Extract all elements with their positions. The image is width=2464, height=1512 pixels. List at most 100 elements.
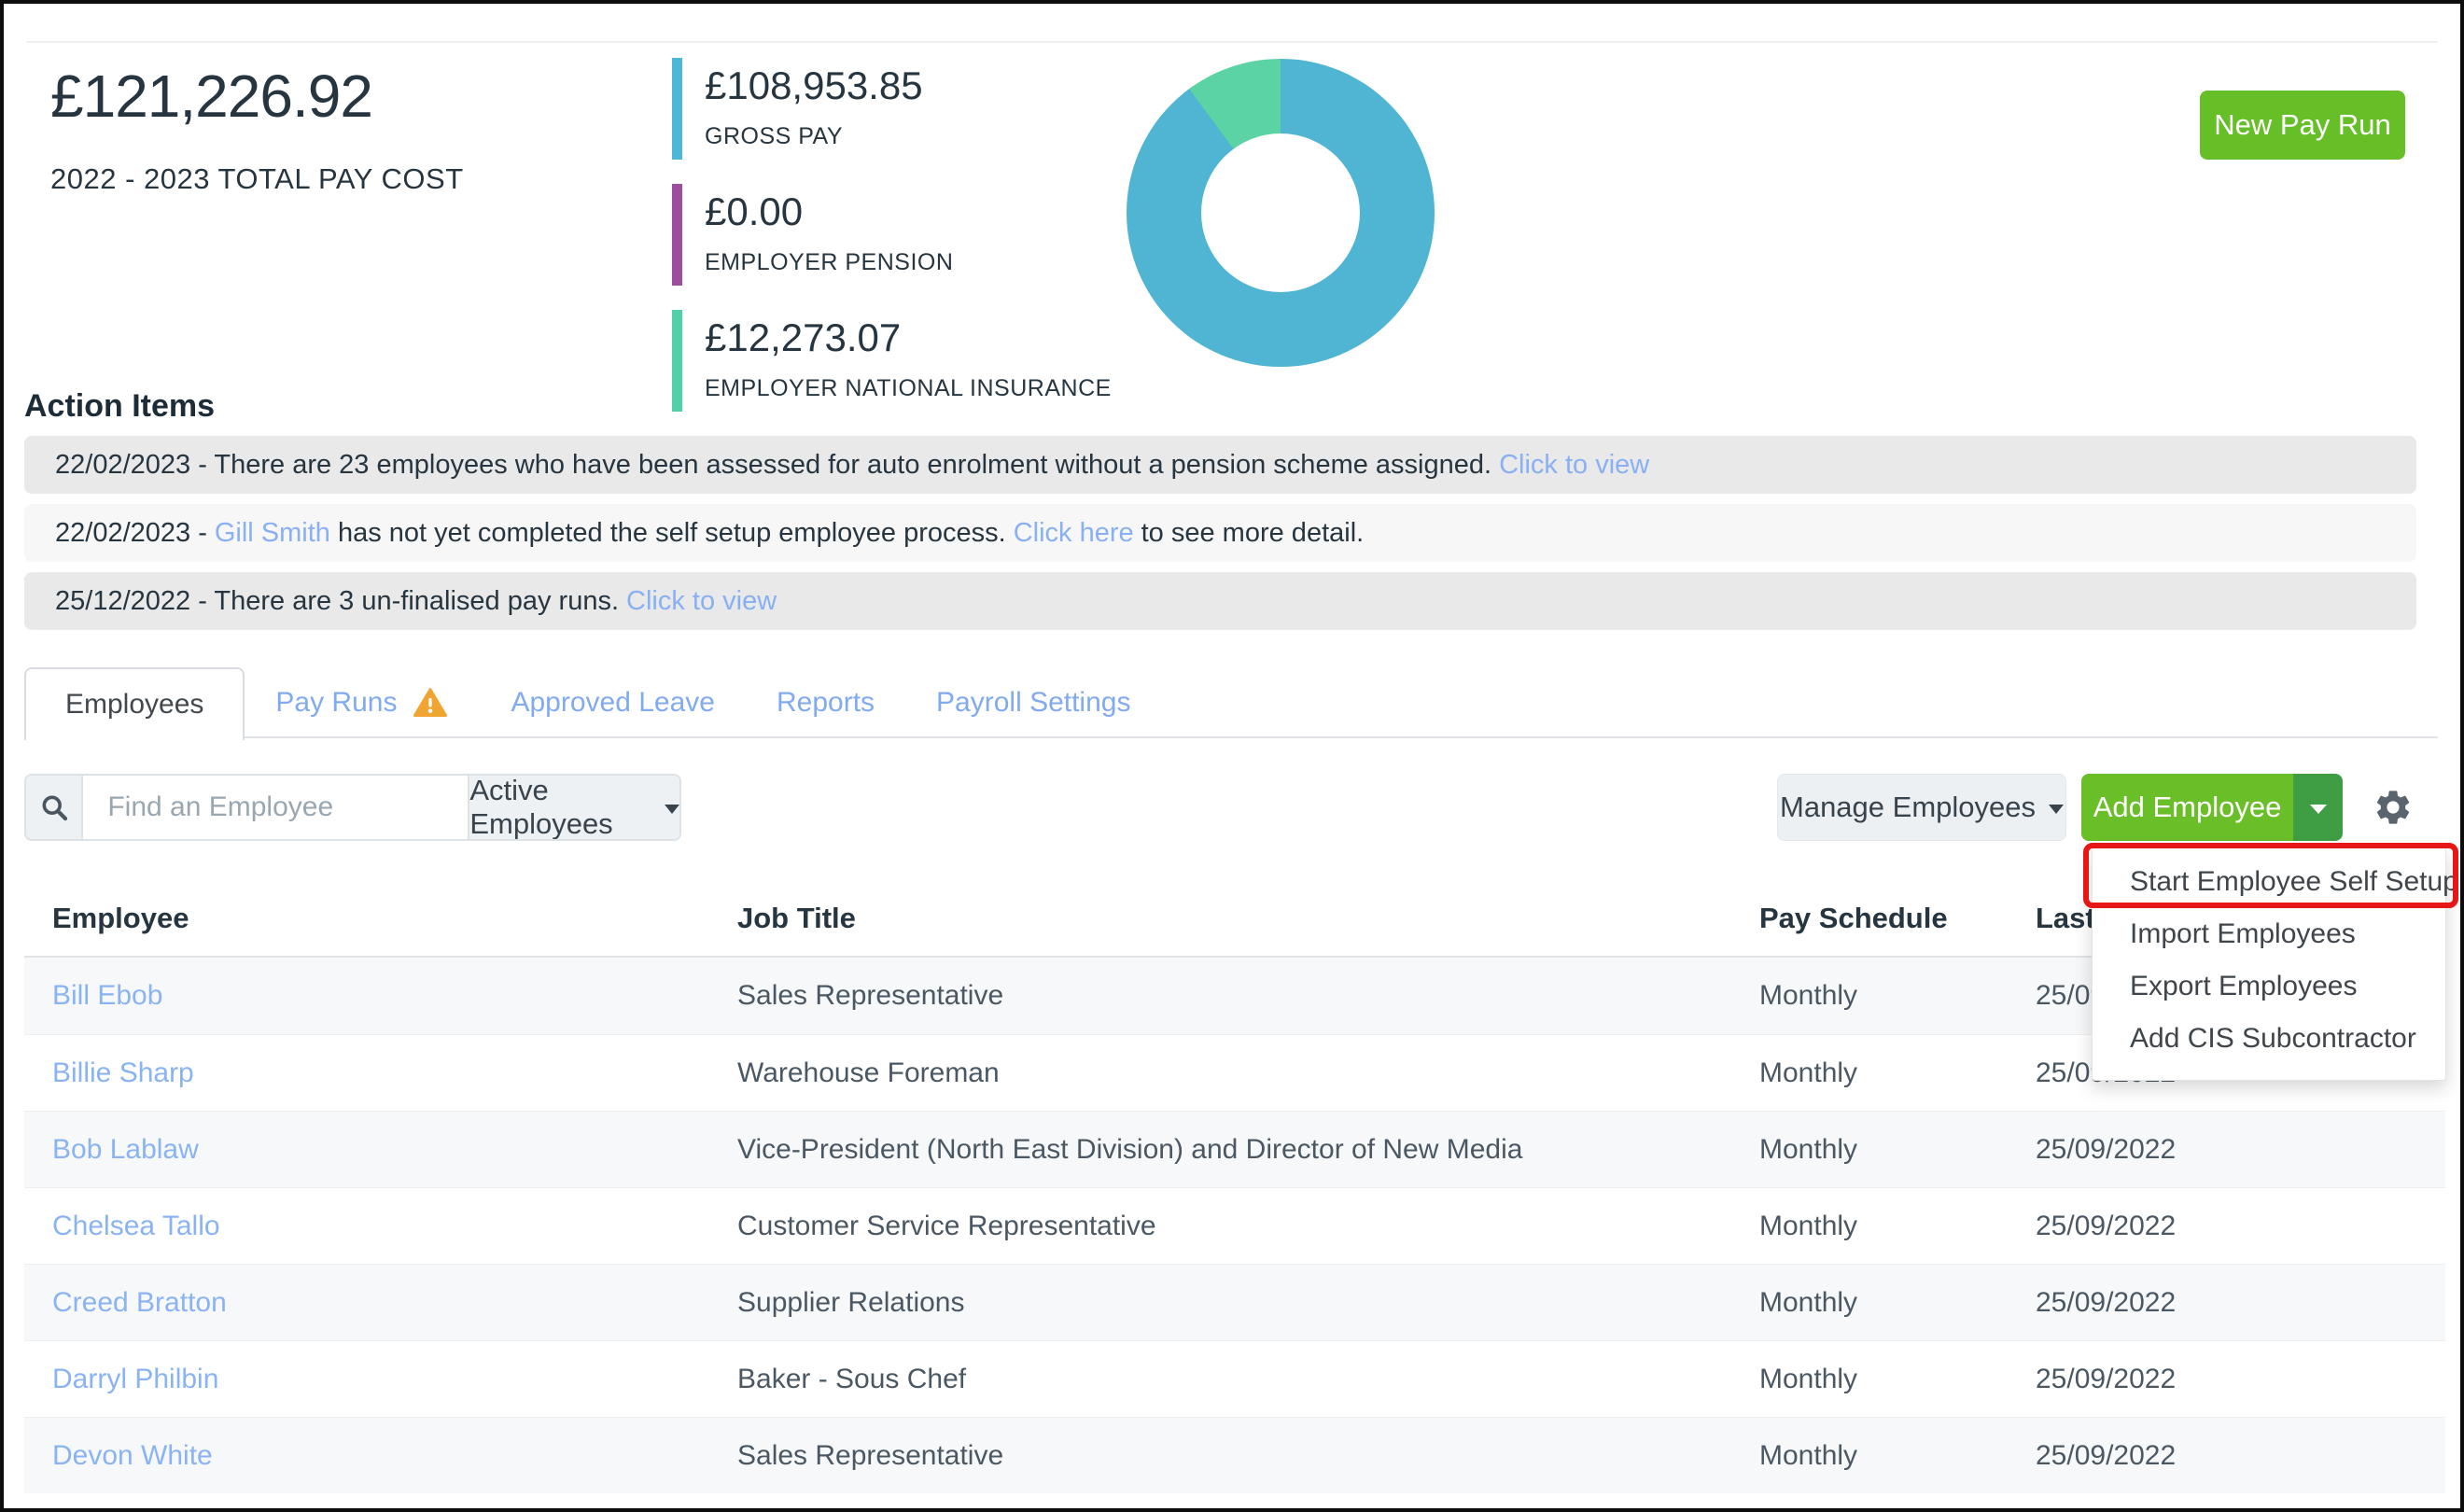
chevron-down-icon: [665, 805, 679, 814]
last-pay-cell: 25/09/2022: [2036, 1439, 2177, 1471]
tab-bar: Employees Pay Runs Approved Leave Report…: [24, 667, 1161, 740]
stat-employer-pension: £0.00 EMPLOYER PENSION: [672, 184, 1112, 286]
total-pay-cost-label: 2022 - 2023 TOTAL PAY COST: [50, 162, 464, 195]
last-pay-cell: 25/09/2022: [2036, 1210, 2177, 1241]
action-item-text: to see more detail.: [1141, 517, 1365, 548]
job-title-cell: Sales Representative: [737, 1439, 1004, 1471]
menu-item-add-cis-subcontractor[interactable]: Add CIS Subcontractor: [2130, 1023, 2416, 1054]
search-icon: [42, 795, 67, 821]
action-item-text: 25/12/2022 - There are 3 un-finalised pa…: [55, 585, 620, 616]
stat-value: £12,273.07: [705, 315, 902, 359]
action-item-text: 22/02/2023 -: [55, 517, 207, 548]
click-to-view-link[interactable]: Click to view: [1499, 449, 1650, 480]
action-items-title: Action Items: [24, 388, 216, 424]
pay-stats: £108,953.85 GROSS PAY £0.00 EMPLOYER PEN…: [672, 58, 1112, 412]
stat-label: EMPLOYER PENSION: [705, 249, 954, 275]
menu-item-export-employees[interactable]: Export Employees: [2130, 971, 2358, 1001]
manage-employees-label: Manage Employees: [1780, 791, 2036, 823]
tab-employees[interactable]: Employees: [24, 667, 245, 740]
column-header-employee[interactable]: Employee: [52, 902, 189, 934]
action-item-text: 22/02/2023 - There are 23 employees who …: [55, 449, 1492, 480]
action-item-text: has not yet completed the self setup emp…: [337, 517, 1006, 548]
table-row: Bill Ebob Sales Representative Monthly 2…: [24, 958, 2445, 1034]
search-icon-box: [26, 776, 84, 839]
add-employee-label: Add Employee: [2093, 791, 2282, 823]
menu-item-start-employee-self-setup[interactable]: Start Employee Self Setup: [2130, 866, 2458, 897]
new-pay-run-button[interactable]: New Pay Run: [2200, 91, 2405, 160]
tab-approved-leave[interactable]: Approved Leave: [480, 667, 746, 738]
pay-schedule-cell: Monthly: [1759, 1210, 1858, 1241]
tab-pay-runs[interactable]: Pay Runs: [245, 667, 480, 738]
settings-gear-button[interactable]: [2373, 787, 2414, 828]
table-row: Darryl Philbin Baker - Sous Chef Monthly…: [24, 1340, 2445, 1417]
add-employee-button[interactable]: Add Employee: [2081, 774, 2293, 841]
job-title-cell: Warehouse Foreman: [737, 1057, 1000, 1088]
filter-label: Active Employees: [469, 774, 613, 840]
employee-link[interactable]: Chelsea Tallo: [52, 1210, 220, 1241]
table-row: Chelsea Tallo Customer Service Represent…: [24, 1187, 2445, 1264]
employee-link[interactable]: Billie Sharp: [52, 1057, 194, 1088]
table-row: Billie Sharp Warehouse Foreman Monthly 2…: [24, 1034, 2445, 1111]
menu-item-import-employees[interactable]: Import Employees: [2130, 918, 2356, 949]
stat-employer-ni: £12,273.07 EMPLOYER NATIONAL INSURANCE: [672, 310, 1112, 412]
pay-schedule-cell: Monthly: [1759, 1439, 1858, 1471]
table-row: Bob Lablaw Vice-President (North East Di…: [24, 1111, 2445, 1187]
search-input[interactable]: [83, 776, 469, 839]
tab-label: Payroll Settings: [936, 687, 1131, 718]
last-pay-cell: 25/09/2022: [2036, 1286, 2177, 1318]
last-pay-cell: 25/09/2022: [2036, 1363, 2177, 1394]
job-title-cell: Customer Service Representative: [737, 1210, 1156, 1241]
job-title-cell: Sales Representative: [737, 980, 1004, 1011]
employee-link[interactable]: Darryl Philbin: [52, 1363, 219, 1394]
add-employee-dropdown-menu: Start Employee Self Setup Import Employe…: [2092, 847, 2458, 1081]
manage-employees-button[interactable]: Manage Employees: [1777, 774, 2066, 841]
job-title-cell: Vice-President (North East Division) and…: [737, 1133, 1523, 1165]
click-to-view-link[interactable]: Click to view: [626, 585, 777, 616]
tab-label: Reports: [776, 687, 875, 718]
stat-gross-pay: £108,953.85 GROSS PAY: [672, 58, 1112, 160]
warning-icon: [413, 688, 448, 717]
employee-link[interactable]: Devon White: [52, 1439, 213, 1471]
tab-label: Pay Runs: [275, 687, 398, 718]
total-pay-cost-value: £121,226.92: [50, 63, 373, 130]
add-employee-split-button: Add Employee: [2081, 774, 2343, 841]
employee-link[interactable]: Bob Lablaw: [52, 1133, 199, 1165]
table-header-row: Employee Job Title Pay Schedule Last: [24, 881, 2445, 958]
table-row: Creed Bratton Supplier Relations Monthly…: [24, 1264, 2445, 1340]
job-title-cell: Supplier Relations: [737, 1286, 965, 1318]
action-item: 22/02/2023 - There are 23 employees who …: [24, 436, 2416, 494]
column-header-job-title[interactable]: Job Title: [737, 902, 856, 934]
employee-link[interactable]: Creed Bratton: [52, 1286, 227, 1318]
tab-label: Approved Leave: [511, 687, 715, 718]
last-pay-cell: 25/09/2022: [2036, 1133, 2177, 1165]
employee-table: Employee Job Title Pay Schedule Last Bil…: [24, 881, 2445, 1493]
stat-value: £0.00: [705, 189, 804, 233]
active-employees-filter[interactable]: Active Employees: [468, 776, 679, 839]
pay-schedule-cell: Monthly: [1759, 980, 1858, 1011]
job-title-cell: Baker - Sous Chef: [737, 1363, 967, 1394]
pay-schedule-cell: Monthly: [1759, 1057, 1858, 1088]
stat-label: GROSS PAY: [705, 123, 844, 149]
column-header-pay-schedule[interactable]: Pay Schedule: [1759, 902, 1948, 934]
gear-icon: [2376, 791, 2410, 824]
pay-schedule-cell: Monthly: [1759, 1286, 1858, 1318]
top-divider: [26, 41, 2438, 43]
action-item: 25/12/2022 - There are 3 un-finalised pa…: [24, 572, 2416, 630]
pay-schedule-cell: Monthly: [1759, 1363, 1858, 1394]
table-row: Devon White Sales Representative Monthly…: [24, 1417, 2445, 1493]
chevron-down-icon: [2309, 805, 2327, 814]
chevron-down-icon: [2049, 805, 2064, 814]
tab-strip-divider: [24, 736, 2438, 738]
stat-label: EMPLOYER NATIONAL INSURANCE: [705, 375, 1112, 401]
tab-reports[interactable]: Reports: [746, 667, 905, 738]
pay-schedule-cell: Monthly: [1759, 1133, 1858, 1165]
employee-link[interactable]: Bill Ebob: [52, 980, 163, 1011]
pay-donut-chart: [1127, 59, 1435, 367]
employee-name-link[interactable]: Gill Smith: [214, 517, 330, 548]
tab-label: Employees: [65, 689, 204, 720]
stat-value: £108,953.85: [705, 63, 923, 107]
tab-payroll-settings[interactable]: Payroll Settings: [905, 667, 1161, 738]
click-here-link[interactable]: Click here: [1013, 517, 1134, 548]
add-employee-menu-toggle[interactable]: [2293, 774, 2343, 841]
employee-search-group: Active Employees: [24, 774, 681, 841]
